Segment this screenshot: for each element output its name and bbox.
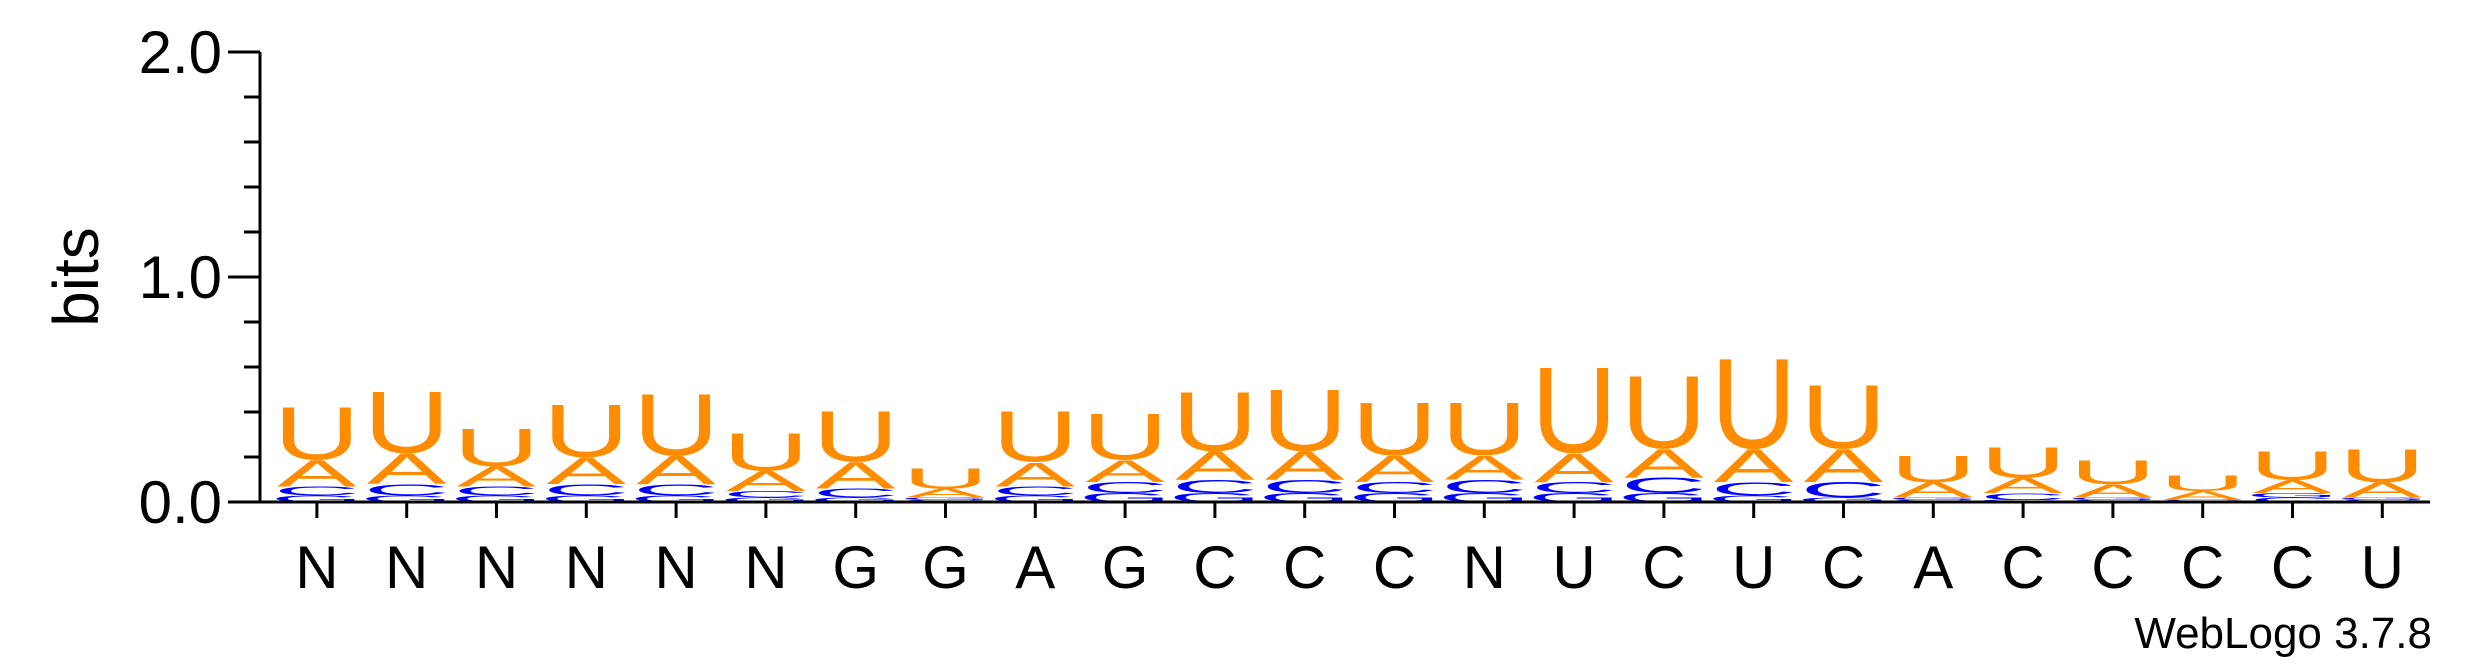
logo-letter-u: U <box>723 422 809 482</box>
logo-letter-u: U <box>1262 371 1348 469</box>
x-tick-label: C <box>2271 534 2314 601</box>
x-tick-label: C <box>1373 534 1416 601</box>
x-tick-label: C <box>2091 534 2134 601</box>
logo-letter-u: U <box>2249 442 2335 488</box>
x-tick-label: N <box>565 534 608 601</box>
logo-letter-u: U <box>1621 354 1707 470</box>
logo-letter-u: U <box>274 392 360 476</box>
x-tick-label: N <box>744 534 787 601</box>
x-tick-label: N <box>654 534 697 601</box>
weblogo-version-label: WebLogo 3.7.8 <box>2134 609 2432 658</box>
x-tick-label: U <box>2361 534 2404 601</box>
logo-letter-u: U <box>1890 448 1976 490</box>
logo-letter-u: U <box>1800 366 1886 468</box>
x-tick-label: N <box>385 534 428 601</box>
x-tick-label: C <box>1822 534 1865 601</box>
logo-letter-u: U <box>992 396 1078 477</box>
x-tick-label: N <box>295 534 338 601</box>
x-tick-label: C <box>2181 534 2224 601</box>
logo-letter-u: U <box>1531 341 1617 479</box>
x-tick-label: A <box>1913 534 1953 601</box>
logo-letter-u: U <box>1172 373 1258 468</box>
x-tick-label: A <box>1015 534 1055 601</box>
x-tick-label: N <box>1463 534 1506 601</box>
x-tick-label: U <box>1552 534 1595 601</box>
x-tick-label: C <box>1283 534 1326 601</box>
logo-letter-u: U <box>1441 388 1527 472</box>
x-tick-label: G <box>922 534 969 601</box>
x-tick-label: G <box>1102 534 1149 601</box>
logo-letter-u: U <box>2160 471 2246 496</box>
logo-letter-u: U <box>2070 453 2156 492</box>
logo-letter-u: U <box>1711 333 1797 476</box>
logo-letter-u: U <box>1082 400 1168 473</box>
x-tick-label: C <box>1642 534 1685 601</box>
y-ticks: 2.0 1.0 0.0 <box>139 19 260 536</box>
logo-letter-u: U <box>364 374 450 472</box>
logo-letter-u: U <box>453 417 539 477</box>
logo-letter-u: U <box>902 463 988 495</box>
logo-letter-u: U <box>633 376 719 474</box>
logo-letter-u: U <box>2339 440 2425 492</box>
letter-stacks: GCAUGCAUGCAUGCAUGCAUGCAUGCAUCGAUGCAUGCAU… <box>270 333 2428 505</box>
logo-letter-u: U <box>543 390 629 474</box>
logo-letter-u: U <box>1351 388 1437 472</box>
x-tick-label: C <box>1193 534 1236 601</box>
x-tick-label: U <box>1732 534 1775 601</box>
x-tick-label: N <box>475 534 518 601</box>
y-axis-label: bits <box>40 227 112 327</box>
x-tick-label: C <box>2001 534 2044 601</box>
y-tick-label: 2.0 <box>139 19 222 86</box>
logo-letter-u: U <box>1980 438 2066 487</box>
logo-letter-u: U <box>813 396 899 477</box>
y-tick-label: 1.0 <box>139 244 222 311</box>
x-tick-label: G <box>832 534 879 601</box>
y-tick-label: 0.0 <box>139 469 222 536</box>
